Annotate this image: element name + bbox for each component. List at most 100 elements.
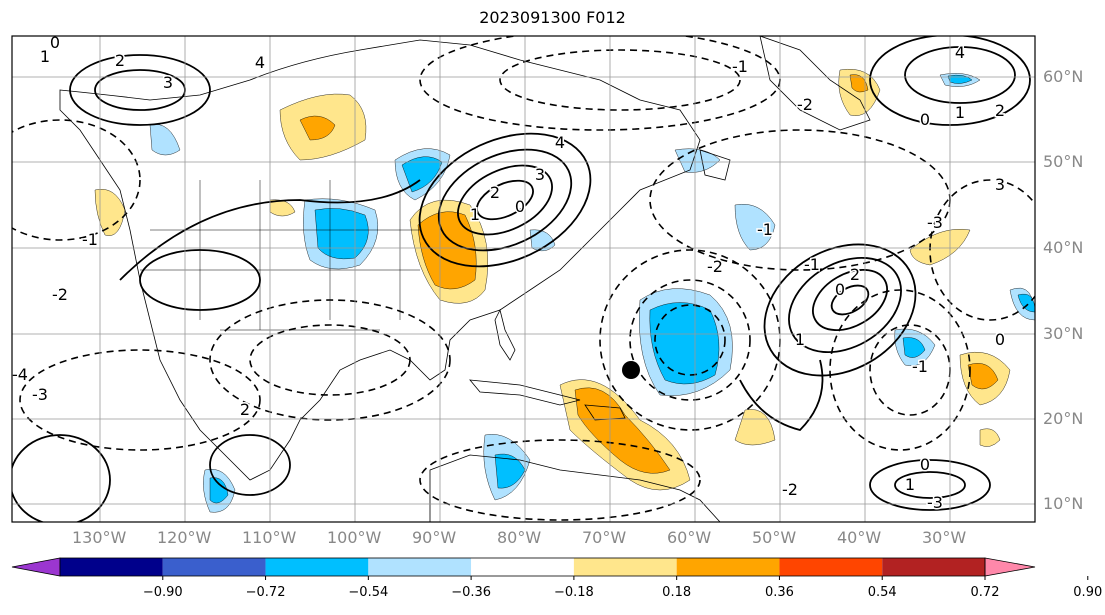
lon-label: 90°W (412, 528, 457, 547)
anomaly-region (149, 124, 181, 156)
hispaniola-coastline (584, 404, 626, 421)
colorbar-tick-label: 0.18 (662, 585, 692, 600)
contour-label: 1 (470, 205, 480, 224)
contour-label: -2 (52, 285, 68, 304)
contour-label: 4 (955, 43, 965, 62)
lat-label: 10°N (1043, 494, 1084, 513)
contour-mexico (139, 249, 261, 311)
cuba-coastline (469, 379, 581, 406)
lon-label: 30°W (922, 528, 967, 547)
neg-contour-west (12, 119, 141, 241)
colorbar-segment (265, 558, 369, 576)
anomaly-region (314, 208, 369, 260)
contour-east-pacific (209, 434, 291, 496)
lon-label: 60°W (667, 528, 712, 547)
contour-label: -2 (707, 257, 723, 276)
contour-label: 4 (555, 133, 565, 152)
contour-label: 3 (995, 175, 1005, 194)
anomaly-region (909, 229, 971, 266)
contour-label: 0 (835, 280, 845, 299)
contour-east-us-4 (476, 179, 534, 221)
lon-label: 50°W (752, 528, 797, 547)
contour-label: 3 (535, 165, 545, 184)
colorbar-tick-label: 0.72 (970, 585, 1000, 600)
lat-label: 50°N (1043, 152, 1084, 171)
colorbar-segment (368, 558, 472, 576)
anomaly-region (574, 387, 671, 474)
contour-atlantic-loop (739, 359, 824, 431)
contour-label: -1 (82, 230, 98, 249)
lat-label: 40°N (1043, 238, 1084, 257)
contour-label: -2 (797, 95, 813, 114)
contour-northeast-2 (904, 46, 1016, 104)
contour-labels: 01 234-1-2-3-401234-1-2-3-1012-20-134210-… (12, 36, 1007, 514)
contour-atlantic-2 (788, 256, 902, 354)
anomaly-region (674, 148, 721, 173)
neg-contour-far-east (929, 179, 1035, 321)
contour-label: 2 (240, 400, 250, 419)
colorbar-extend-low (11, 557, 61, 577)
contour-label: 0 (920, 110, 930, 129)
contour-label: 2 (995, 101, 1005, 120)
anomaly-region (734, 409, 776, 446)
anomaly-region (299, 115, 336, 141)
contour-label: 0 (515, 197, 525, 216)
storm-center-marker (622, 361, 640, 379)
contour-label: -3 (927, 493, 943, 512)
anomaly-region (849, 74, 869, 93)
contour-label: 2 (850, 265, 860, 284)
negative-contours (12, 36, 1035, 521)
contour-atlantic-4 (830, 284, 870, 316)
contour-label: -3 (32, 385, 48, 404)
contour-label: 2 (115, 51, 125, 70)
contour-label: -1 (757, 220, 773, 239)
contour-label: 0 (995, 330, 1005, 349)
contour-label: 0 (920, 455, 930, 474)
lon-label: 40°W (837, 528, 882, 547)
colorbar-extend-high (984, 557, 1036, 577)
anomaly-region (94, 189, 126, 236)
anomaly-region (967, 363, 999, 390)
neg-contour-atlantic-2 (629, 279, 751, 401)
contour-label: -2 (782, 480, 798, 499)
colorbar-tick-label: 0.90 (1073, 585, 1103, 600)
colorbar-segment (573, 558, 677, 576)
map-title: 2023091300 F012 (479, 8, 626, 27)
contour-label: -1 (732, 57, 748, 76)
colorbar-segment (471, 558, 574, 576)
contour-label: 2 (490, 183, 500, 202)
anomaly-region (902, 337, 926, 358)
north-america-coastline (59, 39, 701, 481)
colorbar-segment (162, 558, 266, 576)
contour-label: 1 (905, 475, 915, 494)
neg-contour-gulf-2 (249, 324, 411, 396)
colorbar-tick-label: −0.72 (245, 585, 286, 600)
contour-label: 4 (255, 53, 265, 72)
contour-far-east-pacific (12, 434, 111, 522)
contour-label: -1 (804, 255, 820, 274)
neg-contour-canada-2 (499, 49, 741, 111)
anomaly-region (979, 428, 1001, 447)
lon-label: 100°W (327, 528, 382, 547)
contour-wave (119, 179, 421, 281)
colorbar-tick-label: 0.54 (867, 585, 897, 600)
neg-contour-mid-atlantic (829, 289, 971, 451)
colorbar (11, 557, 1089, 580)
contour-label: -3 (927, 213, 943, 232)
lat-label: 60°N (1043, 67, 1084, 86)
contour-east-us-2 (437, 148, 573, 252)
lon-label: 130°W (72, 528, 127, 547)
colorbar-segment (676, 558, 780, 576)
contour-sw-atlantic-2 (894, 471, 966, 499)
contour-east-us-3 (457, 164, 553, 236)
contour-atlantic-1 (763, 243, 917, 377)
contour-pacific-nw (69, 54, 211, 126)
anomaly-region (417, 211, 477, 290)
contour-sw-atlantic (869, 459, 991, 511)
colorbar-outline (59, 557, 986, 577)
colorbar-tick-label: −0.90 (142, 585, 183, 600)
anomaly-region (734, 204, 776, 251)
contour-label: -1 (912, 357, 928, 376)
lat-label: 30°N (1043, 324, 1084, 343)
